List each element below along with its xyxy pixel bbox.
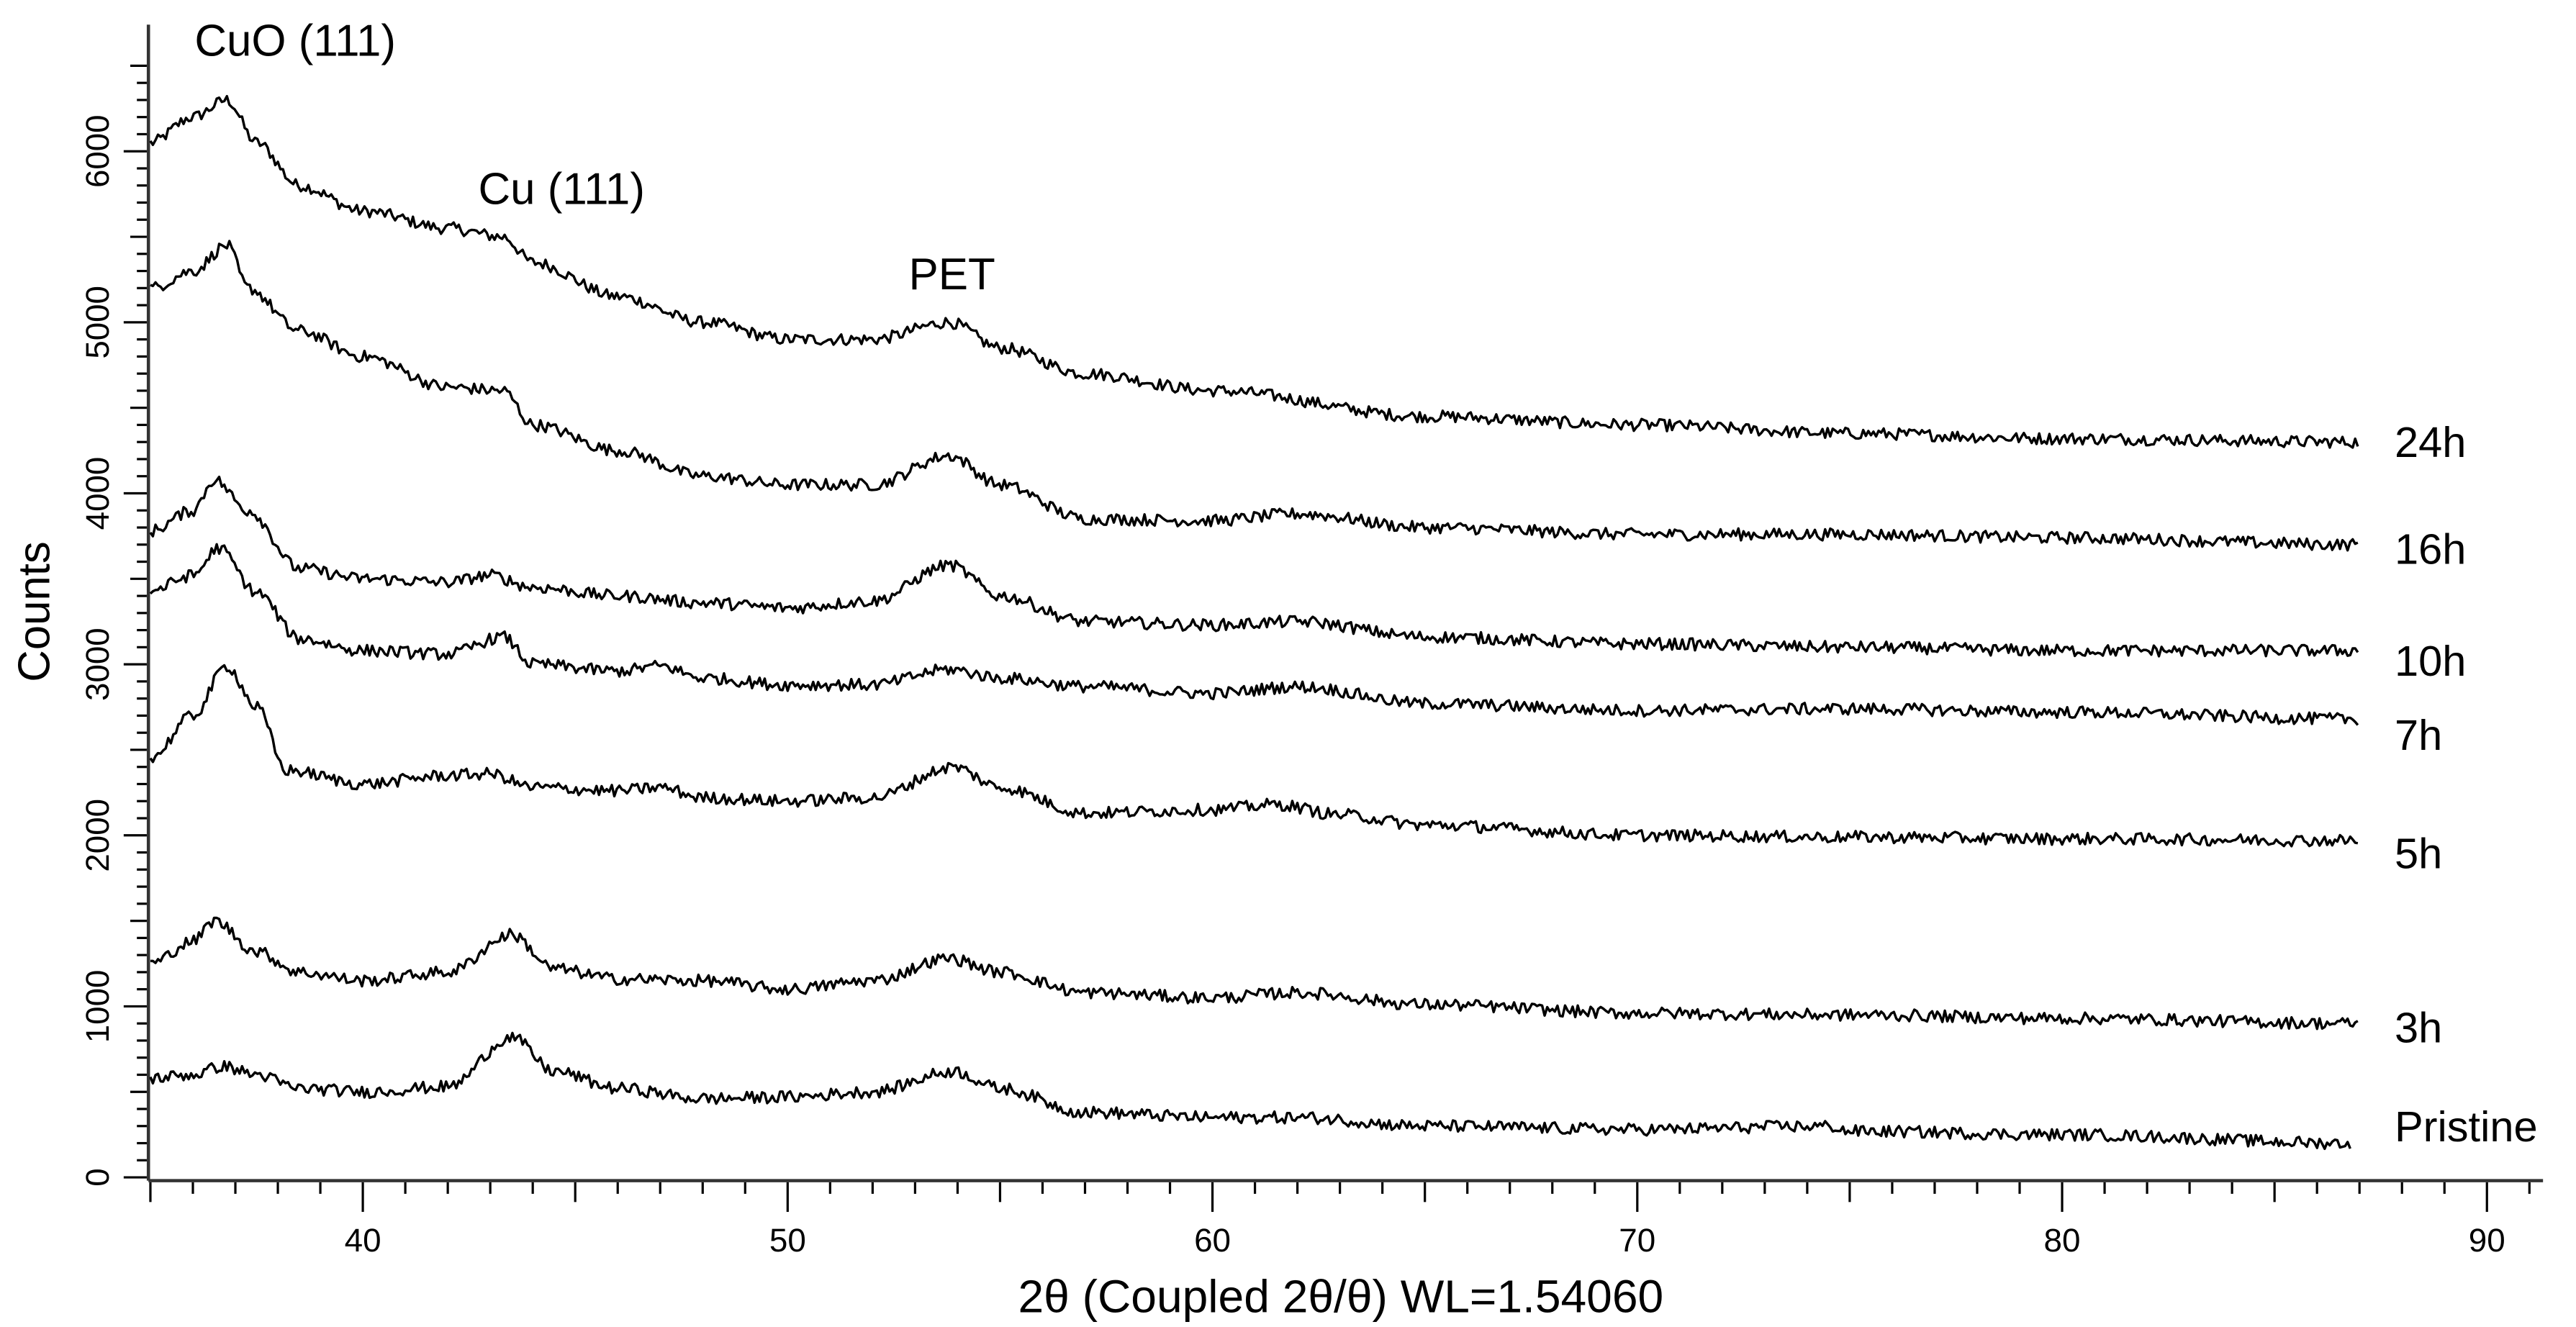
trace-16h: [150, 240, 2359, 552]
trace-10h: [149, 475, 2359, 658]
y-tick-label: 5000: [79, 286, 116, 359]
annotation-cu-111: Cu (111): [478, 164, 644, 214]
trace-5h: [149, 664, 2359, 848]
y-axis-label: Counts: [10, 541, 60, 681]
x-axis-label: 2θ (Coupled 2θ/θ) WL=1.54060: [1018, 1271, 1663, 1323]
series-label-pristine: Pristine: [2395, 1102, 2538, 1151]
x-tick-label: 80: [2044, 1222, 2081, 1259]
series-label-10h: 10h: [2395, 637, 2466, 685]
annotation-cuo-111: CuO (111): [194, 17, 396, 66]
x-tick-label: 50: [769, 1222, 806, 1259]
y-tick-label: 0: [79, 1168, 116, 1186]
x-tick-label: 60: [1194, 1222, 1231, 1259]
series-label-5h: 5h: [2395, 830, 2442, 878]
x-tick-label: 90: [2469, 1222, 2505, 1259]
series-traces: [149, 94, 2359, 1151]
y-axis: 0 1000 2000 3000 4000 5000 6000: [79, 24, 150, 1187]
series-label-3h: 3h: [2395, 1004, 2442, 1052]
x-tick-label: 40: [345, 1222, 381, 1259]
series-label-16h: 16h: [2395, 525, 2466, 574]
trace-7h: [149, 543, 2359, 726]
trace-3h: [150, 916, 2359, 1031]
series-labels: 24h 16h 10h 7h 5h 3h Pristine: [2395, 418, 2538, 1150]
y-tick-label: 3000: [79, 628, 116, 701]
x-axis: 40 50 60 70 80 90: [148, 1179, 2544, 1259]
trace-24h: [149, 94, 2359, 449]
trace-pristine: [149, 1031, 2351, 1151]
y-tick-label: 1000: [79, 970, 116, 1043]
annotation-pet: PET: [909, 250, 995, 299]
series-label-24h: 24h: [2395, 418, 2466, 466]
series-label-7h: 7h: [2395, 711, 2442, 759]
x-tick-label: 70: [1619, 1222, 1655, 1259]
y-tick-label: 6000: [79, 114, 116, 188]
y-tick-label: 4000: [79, 457, 116, 530]
y-tick-label: 2000: [79, 799, 116, 872]
